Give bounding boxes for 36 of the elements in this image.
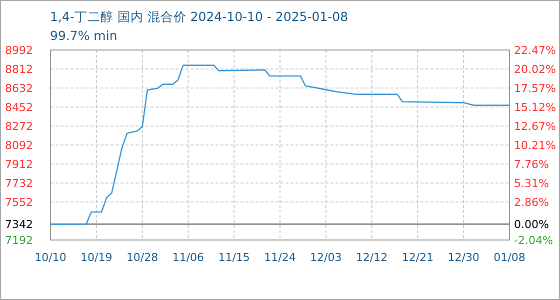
x-tick-label: 10/10	[34, 251, 66, 264]
x-tick-label: 12/30	[448, 251, 480, 264]
y-tick-label: 7912	[5, 158, 33, 171]
x-tick-label: 11/06	[172, 251, 204, 264]
x-tick-label: 12/12	[356, 251, 388, 264]
y-tick-label: 8452	[5, 101, 33, 114]
y2-tick-label: 10.21%	[514, 139, 556, 152]
x-tick-label: 01/08	[494, 251, 526, 264]
y-tick-label: 7192	[5, 234, 33, 247]
y2-tick-label: 5.31%	[514, 177, 549, 190]
y2-tick-label: 7.76%	[514, 158, 549, 172]
y-tick-label: 8992	[5, 44, 33, 57]
y2-tick-label: 12.67%	[514, 120, 556, 133]
y-tick-label: 8092	[5, 139, 33, 152]
y2-tick-label: 17.57%	[514, 82, 556, 95]
line-series	[50, 64, 510, 225]
x-tick-label: 10/28	[126, 251, 158, 264]
y-tick-label: 7342	[5, 218, 33, 232]
y2-tick-label: -2.04%	[514, 234, 553, 247]
x-tick-label: 11/24	[264, 251, 296, 264]
y-tick-label: 7552	[5, 196, 33, 209]
x-tick-label: 12/21	[402, 251, 434, 264]
x-tick-label: 10/19	[80, 251, 112, 264]
y-tick-label: 7732	[5, 177, 33, 190]
y2-tick-label: 20.02%	[514, 62, 556, 76]
chart-title: 1,4-丁二醇 国内 混合价 2024-10-10 - 2025-01-08	[50, 9, 348, 24]
y-tick-label: 8632	[5, 82, 33, 95]
y-tick-label: 8272	[5, 120, 33, 133]
x-tick-label: 11/15	[218, 251, 250, 264]
y2-tick-label: 2.86%	[514, 196, 549, 210]
y-tick-label: 8812	[5, 63, 33, 76]
y2-tick-label: 22.47%	[514, 44, 556, 57]
chart-subtitle: 99.7% min	[50, 28, 118, 43]
y2-tick-label: 15.12%	[514, 100, 556, 114]
x-tick-label: 12/03	[310, 251, 342, 264]
y2-tick-label: 0.00%	[514, 218, 549, 232]
